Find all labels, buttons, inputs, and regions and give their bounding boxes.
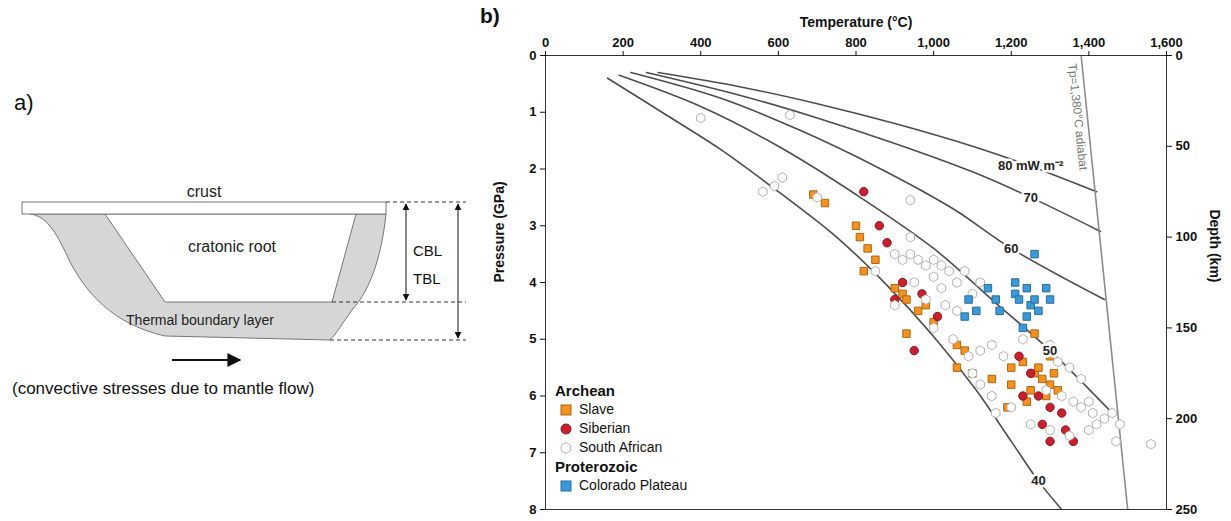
svg-text:400: 400 [690, 35, 712, 50]
svg-text:50: 50 [1043, 343, 1057, 358]
svg-text:3: 3 [529, 218, 536, 233]
svg-text:0: 0 [542, 35, 549, 50]
svg-text:40: 40 [1031, 473, 1045, 488]
svg-text:cratonic root: cratonic root [188, 238, 277, 255]
svg-text:50: 50 [1176, 138, 1190, 153]
svg-text:Pressure (GPa): Pressure (GPa) [491, 181, 507, 282]
html-text:Slave: Slave [579, 401, 614, 417]
svg-text:Depth (km): Depth (km) [1207, 209, 1223, 282]
html-text:Archean: Archean [555, 382, 615, 399]
svg-text:CBL: CBL [413, 242, 442, 259]
html-text:South African: South African [579, 439, 663, 455]
svg-text:Temperature (°C): Temperature (°C) [800, 14, 913, 30]
svg-text:5: 5 [529, 331, 536, 346]
svg-text:0: 0 [529, 48, 536, 63]
svg-text:Thermal boundary layer: Thermal boundary layer [126, 312, 274, 328]
svg-text:200: 200 [612, 35, 634, 50]
svg-text:6: 6 [529, 388, 536, 403]
html-text:Proterozoic: Proterozoic [555, 458, 638, 475]
svg-text:1,400: 1,400 [1073, 35, 1106, 50]
svg-text:a): a) [14, 90, 34, 115]
svg-text:2: 2 [529, 161, 536, 176]
svg-text:1,000: 1,000 [917, 35, 950, 50]
svg-text:Tp=1,380°C adiabat: Tp=1,380°C adiabat [1065, 63, 1090, 172]
svg-text:60: 60 [1004, 241, 1018, 256]
svg-text:TBL: TBL [413, 270, 441, 287]
svg-text:150: 150 [1176, 320, 1198, 335]
svg-text:100: 100 [1176, 229, 1198, 244]
svg-text:0: 0 [1176, 48, 1183, 63]
svg-text:70: 70 [1023, 190, 1037, 205]
svg-text:crust: crust [187, 183, 222, 200]
svg-text:4: 4 [529, 275, 537, 290]
svg-text:1,600: 1,600 [1150, 34, 1183, 50]
svg-text:200: 200 [1176, 411, 1198, 426]
html-text:Colorado Plateau: Colorado Plateau [579, 477, 688, 493]
svg-text:600: 600 [768, 35, 790, 50]
html-text:Siberian: Siberian [579, 420, 631, 436]
html-text:b): b) [480, 4, 500, 27]
svg-text:250: 250 [1176, 502, 1198, 517]
svg-text:80 mW m⁻²: 80 mW m⁻² [998, 158, 1064, 173]
svg-text:8: 8 [529, 502, 536, 517]
svg-text:7: 7 [529, 445, 536, 460]
svg-text:1,200: 1,200 [995, 35, 1028, 50]
svg-text:1: 1 [529, 104, 536, 119]
svg-text:(convective stresses due to ma: (convective stresses due to mantle flow) [12, 379, 314, 398]
svg-text:800: 800 [845, 35, 867, 50]
